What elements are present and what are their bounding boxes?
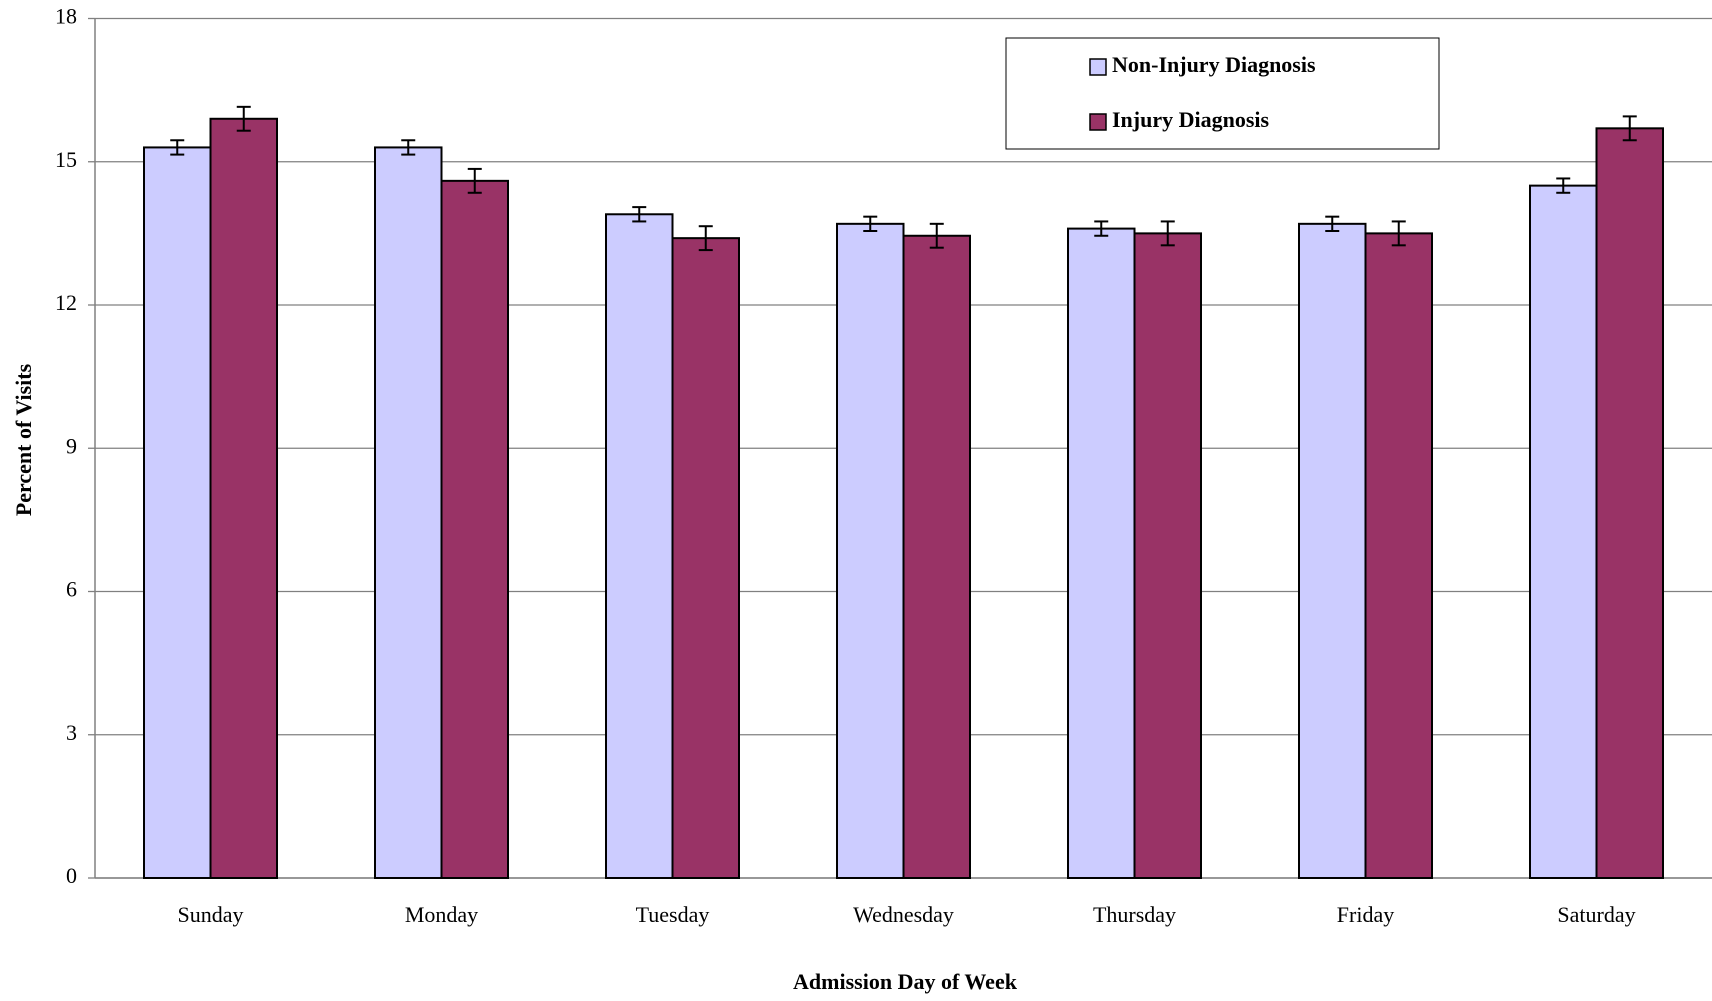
bar	[836, 222, 905, 879]
x-axis-title: Admission Day of Week	[793, 969, 1018, 994]
error-bar	[1622, 115, 1637, 142]
y-tick-label: 12	[55, 290, 77, 315]
x-tick-label: Wednesday	[853, 902, 954, 927]
legend-label: Non-Injury Diagnosis	[1112, 52, 1316, 77]
legend-swatch	[1089, 113, 1107, 131]
y-axis-title: Percent of Visits	[11, 363, 36, 516]
y-tick-label: 15	[55, 147, 77, 172]
bar	[143, 146, 212, 880]
error-bar	[236, 105, 251, 132]
y-tick-label: 3	[66, 720, 77, 745]
bar	[1529, 184, 1598, 879]
error-bar	[1094, 220, 1109, 237]
x-tick-label: Monday	[405, 902, 478, 927]
y-tick-label: 6	[66, 577, 77, 602]
y-tick-label: 0	[66, 863, 77, 888]
x-tick-label: Sunday	[178, 902, 244, 927]
bar	[209, 117, 278, 879]
bar	[1298, 222, 1367, 879]
bar	[605, 213, 674, 879]
error-bar	[1391, 220, 1406, 247]
x-tick-label: Thursday	[1093, 902, 1176, 927]
error-bar	[863, 215, 878, 232]
x-tick-label: Tuesday	[636, 902, 710, 927]
y-tick-label: 9	[66, 433, 77, 458]
bar	[1595, 127, 1664, 879]
bar	[374, 146, 443, 880]
bar	[1067, 227, 1136, 880]
y-tick-label: 18	[55, 4, 77, 29]
bar	[671, 237, 740, 879]
legend-label: Injury Diagnosis	[1112, 107, 1270, 132]
bar	[1364, 232, 1433, 879]
error-bar	[929, 222, 944, 249]
legend	[1005, 37, 1440, 150]
error-bar	[401, 139, 416, 156]
error-bar	[1325, 215, 1340, 232]
error-bar	[467, 167, 482, 194]
bar	[440, 179, 509, 880]
x-tick-label: Friday	[1337, 902, 1394, 927]
bar	[1133, 232, 1202, 879]
error-bar	[1160, 220, 1175, 247]
error-bar	[170, 139, 185, 156]
error-bar	[632, 206, 647, 223]
legend-swatch	[1089, 58, 1107, 76]
bar	[902, 234, 971, 879]
error-bar	[698, 225, 713, 252]
error-bar	[1556, 177, 1571, 194]
x-tick-label: Saturday	[1557, 902, 1635, 927]
